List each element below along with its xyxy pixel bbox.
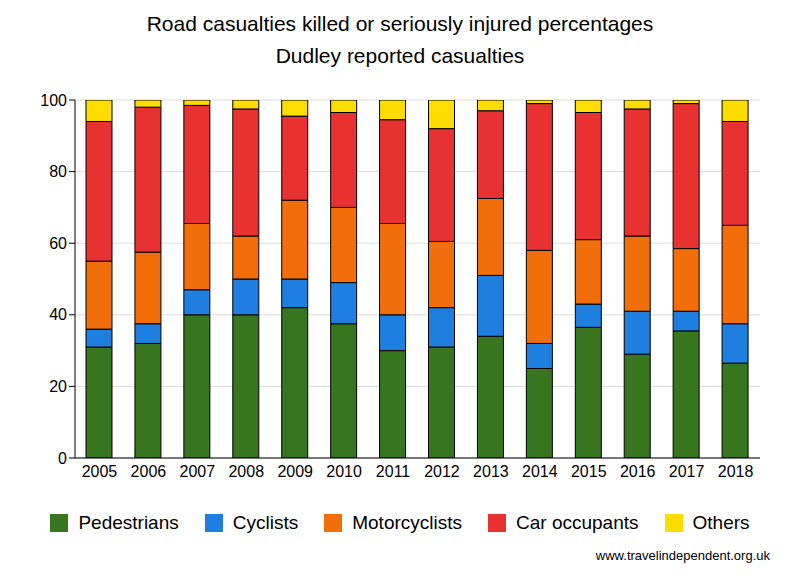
svg-text:2006: 2006 xyxy=(131,463,167,480)
html-text:Motorcyclists: Motorcyclists xyxy=(352,512,462,533)
html-text:Cyclists: Cyclists xyxy=(232,512,299,533)
svg-text:2011: 2011 xyxy=(376,463,411,480)
svg-text:20: 20 xyxy=(49,378,67,395)
svg-text:40: 40 xyxy=(49,306,67,323)
html-text:www.travelindependent.org.uk: www.travelindependent.org.uk xyxy=(595,548,770,563)
svg-text:2009: 2009 xyxy=(277,463,313,480)
svg-text:2005: 2005 xyxy=(82,463,118,480)
svg-text:2012: 2012 xyxy=(424,463,460,480)
svg-text:60: 60 xyxy=(49,235,67,252)
html-text:Car occupants: Car occupants xyxy=(516,512,639,533)
svg-text:2008: 2008 xyxy=(228,463,264,480)
svg-text:2014: 2014 xyxy=(522,463,558,480)
html-text:Dudley reported casualties: Dudley reported casualties xyxy=(275,44,525,67)
svg-text:2013: 2013 xyxy=(473,463,509,480)
svg-text:2018: 2018 xyxy=(718,463,754,480)
svg-text:2015: 2015 xyxy=(571,463,607,480)
html-text:Others: Others xyxy=(692,512,750,533)
svg-text:80: 80 xyxy=(49,163,67,180)
svg-text:2010: 2010 xyxy=(326,463,362,480)
html-text:Pedestrians: Pedestrians xyxy=(78,512,179,533)
svg-text:2016: 2016 xyxy=(620,463,656,480)
html-text:Road casualties killed or seri: Road casualties killed or seriously inju… xyxy=(146,12,654,35)
svg-text:0: 0 xyxy=(58,450,67,467)
svg-text:2017: 2017 xyxy=(669,463,705,480)
svg-text:100: 100 xyxy=(40,92,67,109)
svg-text:2007: 2007 xyxy=(180,463,216,480)
